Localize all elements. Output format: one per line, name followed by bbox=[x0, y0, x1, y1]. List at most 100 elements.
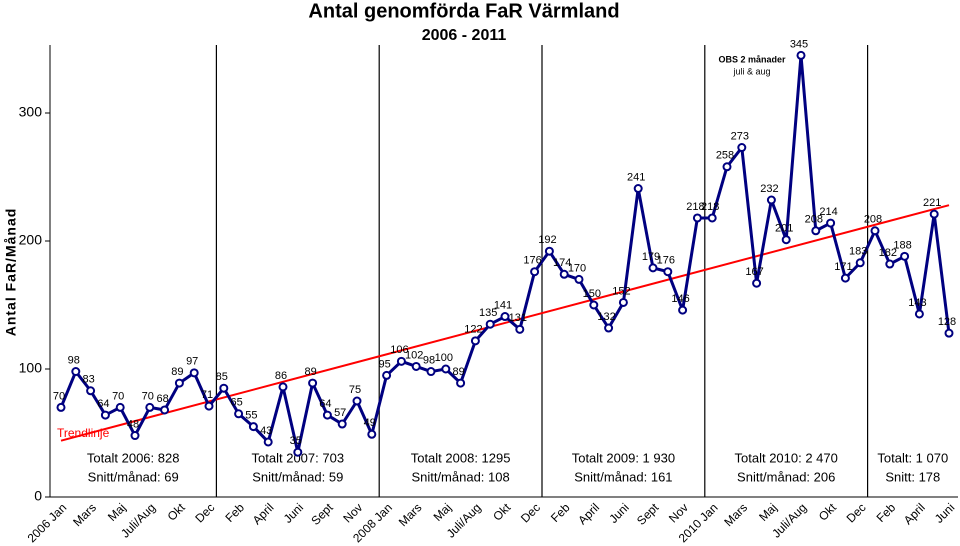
x-tick-label: Sept bbox=[308, 500, 336, 528]
y-axis-label: Antal FaR/Månad bbox=[3, 208, 19, 337]
x-tick-label: Sept bbox=[634, 500, 662, 528]
data-point bbox=[796, 50, 806, 60]
data-label: 345 bbox=[790, 38, 808, 50]
data-point bbox=[411, 361, 421, 371]
x-tick-label: 2006 Jan bbox=[25, 500, 70, 545]
data-point bbox=[352, 396, 362, 406]
data-label: 214 bbox=[819, 206, 837, 218]
data-label: 75 bbox=[349, 384, 361, 396]
data-point bbox=[485, 319, 495, 329]
x-tick-label: April bbox=[901, 500, 928, 527]
data-label: 170 bbox=[568, 262, 586, 274]
data-label: 258 bbox=[716, 150, 734, 162]
data-label: 89 bbox=[171, 366, 183, 378]
year-summary: Snitt: 178 bbox=[885, 469, 940, 484]
year-summary: Totalt 2008: 1295 bbox=[411, 450, 511, 465]
data-label: 64 bbox=[319, 398, 331, 410]
x-tick-label: Juni bbox=[932, 500, 957, 525]
data-label: 100 bbox=[435, 352, 453, 364]
trendline-label: Trendlinje bbox=[57, 426, 110, 440]
data-label: 122 bbox=[464, 324, 482, 336]
data-label: 143 bbox=[908, 297, 926, 309]
data-point bbox=[604, 323, 614, 333]
data-point bbox=[322, 410, 332, 420]
x-tick-label: Mars bbox=[721, 500, 750, 529]
data-point bbox=[100, 410, 110, 420]
data-point bbox=[900, 251, 910, 261]
data-point bbox=[278, 382, 288, 392]
data-label: 65 bbox=[230, 397, 242, 409]
data-point bbox=[559, 269, 569, 279]
data-point bbox=[648, 263, 658, 273]
data-point bbox=[840, 273, 850, 283]
x-tick-label: Juni bbox=[281, 500, 306, 525]
data-point bbox=[456, 378, 466, 388]
y-tick-label: 100 bbox=[19, 360, 43, 376]
data-line bbox=[59, 53, 951, 454]
data-point bbox=[515, 324, 525, 334]
data-label: 85 bbox=[216, 371, 228, 383]
x-tick-label: Mars bbox=[396, 500, 425, 529]
data-label: 89 bbox=[304, 366, 316, 378]
data-point bbox=[692, 213, 702, 223]
data-label: 98 bbox=[68, 354, 80, 366]
x-tick-label: Juni bbox=[606, 500, 631, 525]
data-point bbox=[293, 447, 303, 457]
data-label: 57 bbox=[334, 407, 346, 419]
data-label: 70 bbox=[53, 390, 65, 402]
data-point bbox=[234, 409, 244, 419]
data-label: 35 bbox=[290, 435, 302, 447]
data-point bbox=[470, 336, 480, 346]
data-point bbox=[56, 402, 66, 412]
data-label: 150 bbox=[583, 288, 601, 300]
x-tick-label: Dec bbox=[192, 500, 217, 525]
data-label: 167 bbox=[745, 266, 763, 278]
data-point bbox=[130, 431, 140, 441]
year-summary: Totalt 2006: 828 bbox=[87, 450, 180, 465]
x-tick-label: Maj bbox=[431, 500, 455, 524]
data-point bbox=[737, 143, 747, 153]
trendline bbox=[60, 204, 950, 442]
data-point bbox=[337, 419, 347, 429]
year-summary: Snitt/månad: 206 bbox=[737, 469, 835, 484]
data-point bbox=[86, 386, 96, 396]
x-tick-label: Feb bbox=[874, 500, 899, 525]
x-tick-label: Dec bbox=[518, 500, 543, 525]
data-point bbox=[396, 356, 406, 366]
data-point bbox=[752, 278, 762, 288]
data-label: 83 bbox=[82, 374, 94, 386]
data-point bbox=[663, 267, 673, 277]
x-tick-label: Feb bbox=[222, 500, 247, 525]
data-label: 70 bbox=[112, 390, 124, 402]
data-point bbox=[189, 368, 199, 378]
data-point bbox=[530, 267, 540, 277]
data-label: 141 bbox=[494, 299, 512, 311]
data-point bbox=[308, 378, 318, 388]
data-point bbox=[914, 309, 924, 319]
data-point bbox=[544, 246, 554, 256]
data-label: 43 bbox=[260, 425, 272, 437]
x-tick-label: Feb bbox=[548, 500, 573, 525]
data-label: 131 bbox=[509, 312, 527, 324]
data-label: 89 bbox=[452, 366, 464, 378]
data-label: 188 bbox=[893, 239, 911, 251]
data-label: 146 bbox=[671, 293, 689, 305]
data-label: 106 bbox=[390, 344, 408, 356]
data-point bbox=[160, 405, 170, 415]
annotation: OBS 2 månader bbox=[718, 54, 786, 64]
y-tick-label: 0 bbox=[34, 488, 42, 504]
data-label: 192 bbox=[538, 234, 556, 246]
x-tick-label: Maj bbox=[105, 500, 129, 524]
data-label: 48 bbox=[127, 418, 139, 430]
x-tick-label: April bbox=[250, 500, 277, 527]
x-tick-label: Okt bbox=[165, 500, 189, 524]
x-tick-label: April bbox=[575, 500, 602, 527]
year-summary: Totalt: 1 070 bbox=[877, 450, 948, 465]
data-label: 98 bbox=[423, 354, 435, 366]
data-label: 70 bbox=[142, 390, 154, 402]
data-label: 208 bbox=[864, 214, 882, 226]
year-summary: Totalt 2007: 703 bbox=[252, 450, 345, 465]
data-point bbox=[944, 328, 954, 338]
y-tick-label: 200 bbox=[19, 232, 43, 248]
